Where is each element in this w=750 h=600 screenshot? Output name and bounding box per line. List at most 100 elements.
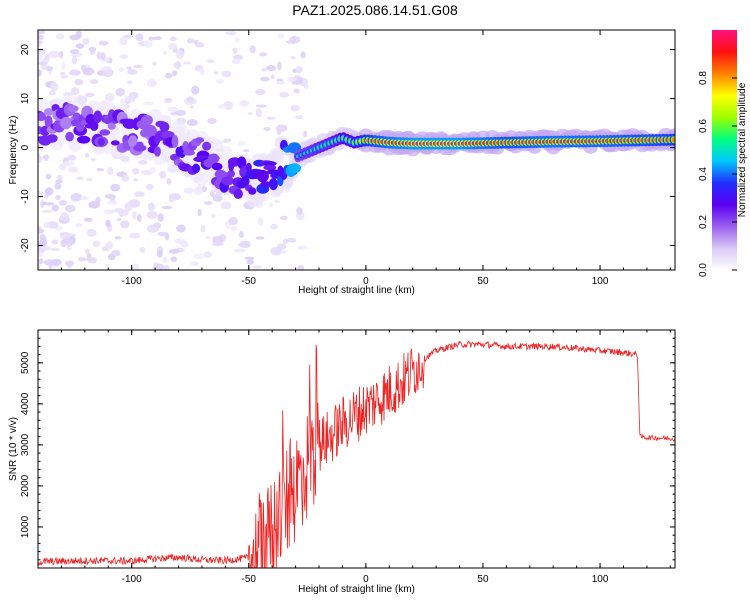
noise-blob: [287, 76, 297, 83]
noise-blob: [194, 42, 205, 48]
noise-blob: [200, 224, 206, 233]
noise-blob: [182, 61, 191, 65]
noise-blob: [276, 61, 282, 71]
noise-blob: [88, 46, 97, 53]
noise-blob: [40, 245, 51, 251]
noise-blob: [170, 256, 178, 262]
noise-blob: [70, 86, 80, 96]
noise-blob: [105, 219, 111, 228]
ridge-blob: [202, 141, 212, 151]
noise-blob: [303, 84, 310, 89]
noise-blob: [75, 222, 84, 228]
noise-blob: [157, 231, 168, 237]
noise-blob: [67, 245, 72, 251]
noise-blob: [92, 240, 101, 248]
noise-blob: [86, 228, 97, 237]
noise-blob: [169, 36, 177, 42]
ridge-blob: [38, 112, 46, 122]
noise-blob: [67, 154, 77, 161]
noise-blob: [38, 155, 43, 163]
noise-blob: [228, 217, 238, 226]
noise-blob: [162, 50, 168, 55]
x-tick-label: 100: [592, 276, 609, 287]
noise-blob: [43, 221, 50, 229]
noise-blob: [211, 213, 216, 219]
noise-blob: [70, 192, 83, 202]
noise-blob: [114, 236, 121, 240]
noise-blob: [131, 211, 137, 220]
noise-blob: [127, 69, 138, 75]
noise-blob: [175, 50, 185, 59]
snr-x-tick-label: -50: [242, 574, 257, 585]
noise-blob: [50, 82, 59, 92]
noise-blob: [75, 43, 85, 49]
noise-blob: [105, 241, 114, 250]
noise-blob: [193, 253, 205, 260]
y-tick-label: -20: [20, 238, 31, 253]
noise-blob: [252, 265, 262, 269]
noise-blob: [152, 263, 164, 270]
noise-blob: [143, 39, 153, 48]
noise-blob: [125, 96, 136, 103]
noise-blob: [63, 160, 75, 167]
noise-blob: [50, 247, 61, 252]
noise-blob: [291, 80, 303, 85]
noise-blob: [38, 69, 42, 77]
noise-blob: [48, 90, 56, 96]
noise-blob: [295, 66, 303, 74]
x-tick-label: -100: [122, 276, 142, 287]
noise-blob: [129, 232, 141, 239]
noise-blob: [58, 200, 68, 206]
noise-blob: [41, 209, 53, 214]
ridge-blob: [211, 162, 223, 171]
noise-blob: [167, 42, 178, 51]
noise-blob: [257, 217, 264, 226]
noise-blob: [146, 224, 159, 233]
noise-blob: [100, 66, 112, 71]
snr-plot-background: [38, 330, 675, 568]
noise-blob: [183, 187, 194, 195]
noise-blob: [43, 154, 49, 162]
noise-blob: [38, 61, 48, 65]
noise-blob: [153, 36, 162, 41]
noise-blob: [166, 178, 172, 185]
ridge-blob: [195, 137, 205, 143]
noise-blob: [113, 207, 125, 213]
noise-blob: [221, 70, 232, 78]
figure-title: PAZ1.2025.086.14.51.G08: [292, 2, 458, 18]
noise-blob: [127, 80, 133, 85]
noise-blob: [118, 67, 124, 72]
noise-blob: [71, 55, 78, 65]
ridge-blob: [107, 122, 116, 130]
noise-blob: [146, 210, 158, 219]
noise-blob: [220, 201, 232, 210]
ridge-blob: [136, 141, 144, 149]
noise-blob: [43, 259, 55, 266]
noise-blob: [55, 179, 64, 184]
ridge-blob: [140, 114, 153, 126]
noise-blob: [263, 127, 271, 132]
ridge-blob: [256, 169, 269, 183]
noise-blob: [77, 256, 87, 262]
noise-blob: [270, 247, 282, 256]
noise-blob: [186, 119, 198, 127]
snr-x-axis-label: Height of straight line (km): [298, 584, 415, 595]
noise-blob: [180, 241, 189, 248]
ridge-blob: [93, 110, 103, 123]
noise-blob: [38, 40, 44, 45]
noise-blob: [47, 221, 59, 229]
noise-blob: [55, 33, 65, 40]
noise-blob: [76, 176, 84, 180]
noise-blob: [59, 50, 64, 59]
noise-blob: [297, 245, 309, 250]
noise-blob: [225, 30, 238, 36]
noise-blob: [84, 92, 95, 98]
noise-blob: [237, 140, 246, 146]
colorbar: [712, 30, 737, 270]
noise-blob: [38, 251, 44, 257]
ridge-glow: [73, 94, 88, 109]
noise-blob: [163, 264, 170, 270]
noise-blob: [117, 217, 122, 222]
noise-blob: [232, 47, 238, 54]
ridge-blob: [143, 124, 157, 138]
